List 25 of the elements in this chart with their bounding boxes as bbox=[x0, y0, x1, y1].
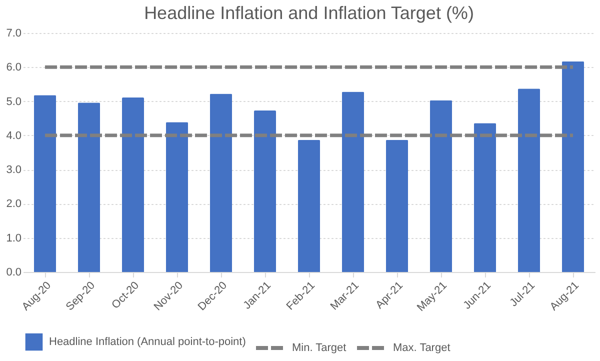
y-tick-label: 6.0 bbox=[6, 62, 22, 74]
bar bbox=[386, 140, 408, 272]
y-tick-label: 0.0 bbox=[6, 266, 22, 278]
y-tick-label: 3.0 bbox=[6, 164, 22, 176]
chart-title: Headline Inflation and Inflation Target (%) bbox=[144, 3, 474, 23]
y-tick-label: 4.0 bbox=[6, 130, 22, 142]
bar bbox=[34, 95, 56, 272]
bar bbox=[210, 94, 232, 272]
bar bbox=[562, 61, 584, 272]
bar bbox=[122, 98, 144, 272]
bar bbox=[518, 88, 540, 272]
bar bbox=[78, 102, 100, 272]
y-tick-label: 7.0 bbox=[6, 28, 22, 40]
y-tick-label: 5.0 bbox=[6, 96, 22, 108]
legend-label: Min. Target bbox=[292, 342, 346, 354]
legend-label: Max. Target bbox=[393, 342, 450, 354]
bar bbox=[166, 122, 188, 272]
y-tick-label: 1.0 bbox=[6, 232, 22, 244]
legend-label: Headline Inflation (Annual point-to-point) bbox=[49, 336, 246, 348]
bar bbox=[342, 92, 364, 272]
bar bbox=[430, 100, 452, 272]
bar bbox=[298, 140, 320, 272]
y-tick-label: 2.0 bbox=[6, 198, 22, 210]
bar bbox=[474, 123, 496, 272]
bar bbox=[254, 110, 276, 272]
